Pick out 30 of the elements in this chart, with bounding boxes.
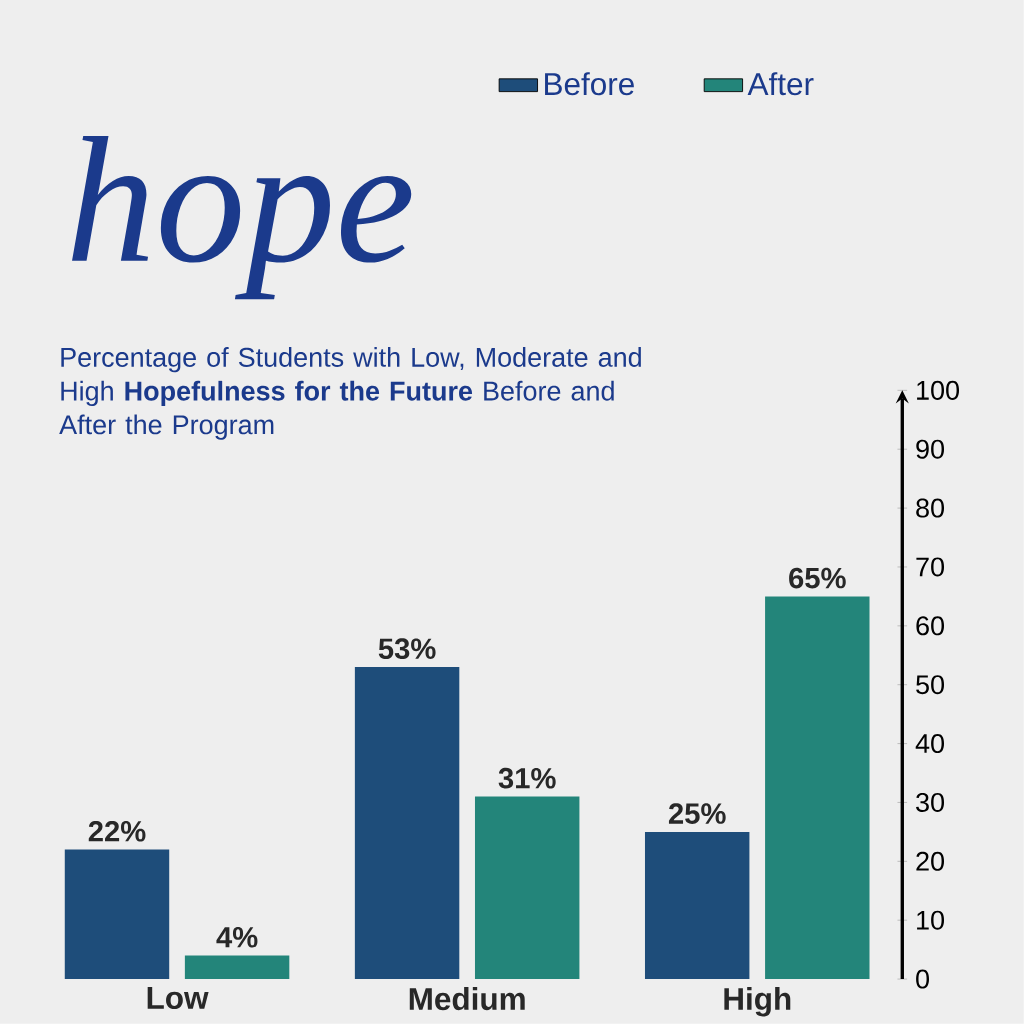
data-label: 53%: [378, 638, 436, 660]
data-label: 31%: [498, 767, 556, 789]
bar: [475, 796, 580, 980]
y-tick-label: 80: [916, 498, 945, 518]
y-tick-label: 20: [916, 851, 945, 871]
y-tick-label: 10: [917, 910, 945, 930]
x-tick-label: Low: [147, 987, 209, 1009]
x-tick-label: Medium: [409, 987, 525, 1011]
chart-title: hope: [72, 135, 412, 300]
bar: [64, 849, 170, 980]
y-tick-label: 50: [916, 675, 945, 695]
text: Percentage of Students with Low, Moderate and High Hopefulness for the Future Before and After the Program: [59, 347, 641, 440]
bar: [765, 596, 870, 980]
data-label: 65%: [789, 567, 846, 589]
bar: [354, 667, 460, 980]
bar: [645, 831, 750, 980]
y-tick-label: 60: [916, 616, 945, 636]
y-tick-label: 40: [915, 734, 945, 754]
data-label: 22%: [88, 820, 146, 842]
data-label: 25%: [669, 803, 726, 824]
data-label: 4%: [216, 926, 258, 948]
y-tick-label: 70: [916, 557, 945, 577]
y-tick-label: 0: [916, 969, 930, 989]
y-tick-label: 30: [916, 792, 945, 812]
bar: [184, 955, 290, 980]
x-tick-label: High: [724, 987, 791, 1017]
legend-label: After: [747, 72, 814, 96]
y-tick-label: 90: [916, 439, 945, 459]
legend-label: Before: [545, 72, 634, 96]
y-tick-label: 100: [917, 380, 960, 400]
